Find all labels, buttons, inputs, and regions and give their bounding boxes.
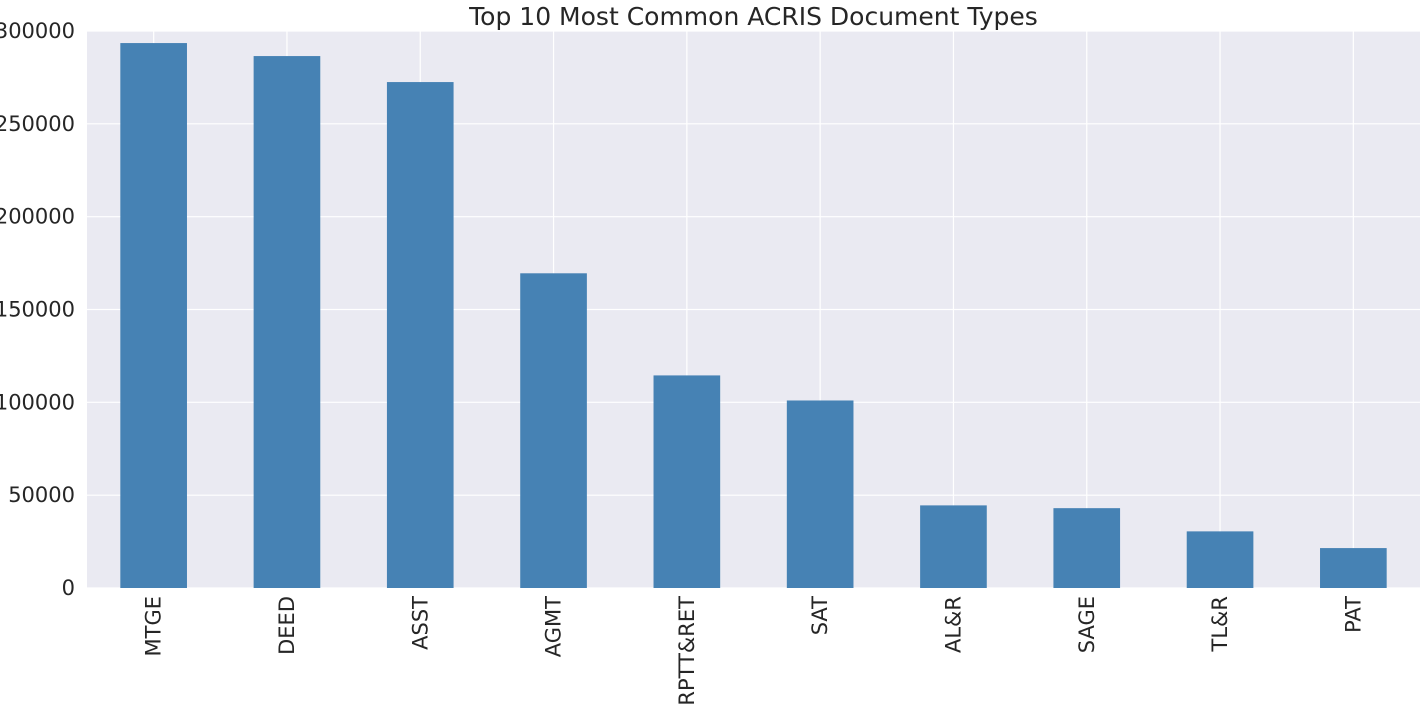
x-tick-label: MTGE: [142, 596, 166, 657]
bar-tl-r: [1186, 531, 1254, 588]
y-tick-label: 300000: [0, 19, 75, 43]
x-tick-label: SAT: [808, 596, 832, 635]
x-tick-label: AL&R: [941, 596, 965, 653]
x-axis-ticks: MTGE DEED ASST AGMT RPTT&RET SAT AL&R SAGE TL&R P…: [142, 596, 1366, 706]
bar-deed: [253, 56, 321, 588]
y-tick-label: 250000: [0, 112, 75, 136]
bar-sage: [1053, 508, 1121, 588]
bar-mtge: [120, 43, 187, 588]
y-axis-ticks: 0 50000 100000 150000 200000 250000 300000: [0, 19, 75, 600]
x-tick-label: RPTT&RET: [675, 596, 699, 706]
bar-agmt: [520, 273, 587, 588]
bar-pat: [1320, 548, 1387, 588]
bar-asst: [386, 82, 454, 588]
y-tick-label: 150000: [0, 298, 75, 322]
x-tick-label: TL&R: [1208, 596, 1232, 653]
x-tick-label: ASST: [408, 596, 432, 650]
x-tick-label: PAT: [1341, 596, 1365, 633]
bar-al-r: [920, 505, 987, 588]
x-tick-label: AGMT: [542, 596, 566, 657]
chart-title: Top 10 Most Common ACRIS Document Types: [468, 2, 1038, 31]
bar-rptt-ret: [653, 375, 721, 588]
y-tick-label: 200000: [0, 205, 75, 229]
y-tick-label: 0: [62, 576, 75, 600]
bars: [120, 43, 1387, 588]
bar-sat: [786, 400, 854, 588]
x-tick-label: DEED: [275, 596, 299, 655]
x-tick-label: SAGE: [1075, 596, 1099, 653]
y-tick-label: 50000: [8, 483, 75, 507]
y-tick-label: 100000: [0, 390, 75, 414]
